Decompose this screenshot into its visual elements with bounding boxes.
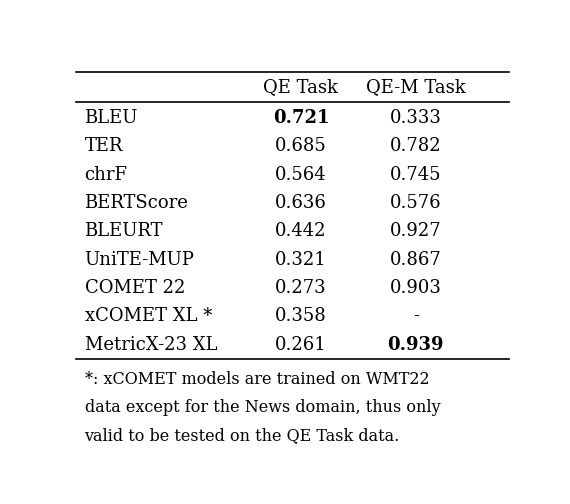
Text: 0.782: 0.782 — [390, 137, 442, 155]
Text: 0.867: 0.867 — [390, 250, 442, 269]
Text: valid to be tested on the QE Task data.: valid to be tested on the QE Task data. — [84, 427, 400, 444]
Text: chrF: chrF — [84, 166, 128, 183]
Text: BLEU: BLEU — [84, 109, 138, 127]
Text: *: xCOMET models are trained on WMT22: *: xCOMET models are trained on WMT22 — [84, 371, 429, 388]
Text: COMET 22: COMET 22 — [84, 279, 185, 297]
Text: 0.927: 0.927 — [390, 222, 442, 240]
Text: 0.564: 0.564 — [275, 166, 327, 183]
Text: 0.333: 0.333 — [390, 109, 442, 127]
Text: 0.685: 0.685 — [275, 137, 327, 155]
Text: 0.321: 0.321 — [275, 250, 327, 269]
Text: MetricX-23 XL: MetricX-23 XL — [84, 336, 217, 354]
Text: QE-M Task: QE-M Task — [366, 78, 466, 96]
Text: -: - — [413, 307, 419, 325]
Text: BLEURT: BLEURT — [84, 222, 163, 240]
Text: QE Task: QE Task — [263, 78, 339, 96]
Text: 0.358: 0.358 — [275, 307, 327, 325]
Text: BERTScore: BERTScore — [84, 194, 188, 212]
Text: 0.939: 0.939 — [388, 336, 444, 354]
Text: data except for the News domain, thus only: data except for the News domain, thus on… — [84, 399, 440, 416]
Text: UniTE-MUP: UniTE-MUP — [84, 250, 194, 269]
Text: 0.745: 0.745 — [390, 166, 442, 183]
Text: 0.261: 0.261 — [275, 336, 327, 354]
Text: 0.442: 0.442 — [275, 222, 327, 240]
Text: 0.576: 0.576 — [390, 194, 442, 212]
Text: 0.273: 0.273 — [275, 279, 327, 297]
Text: 0.721: 0.721 — [272, 109, 329, 127]
Text: 0.903: 0.903 — [390, 279, 442, 297]
Text: xCOMET XL *: xCOMET XL * — [84, 307, 212, 325]
Text: TER: TER — [84, 137, 123, 155]
Text: 0.636: 0.636 — [275, 194, 327, 212]
